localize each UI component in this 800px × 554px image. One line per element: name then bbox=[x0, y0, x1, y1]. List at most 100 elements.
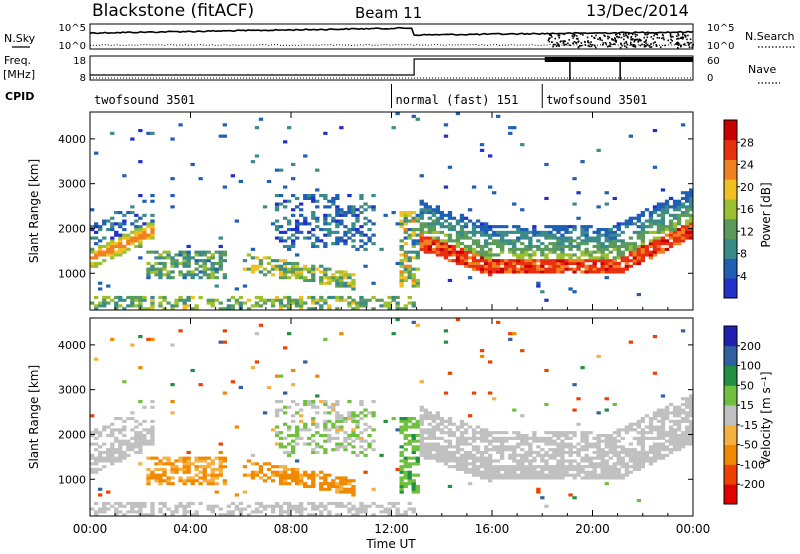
power-cell bbox=[347, 273, 352, 277]
power-cell bbox=[524, 259, 529, 263]
power-cell bbox=[556, 228, 561, 232]
colorbar-tick-label: -200 bbox=[740, 478, 765, 491]
velocity-cell bbox=[524, 470, 529, 474]
power-cell bbox=[387, 307, 392, 311]
velocity-cell bbox=[608, 467, 613, 472]
power-cell bbox=[576, 261, 581, 266]
power-cell bbox=[532, 270, 537, 274]
power-cell bbox=[652, 222, 658, 226]
velocity-cell bbox=[463, 456, 469, 460]
velocity-cell bbox=[343, 487, 348, 491]
power-cell bbox=[689, 225, 694, 229]
velocity-cell bbox=[315, 425, 320, 429]
power-cell bbox=[439, 230, 445, 234]
power-cell bbox=[672, 205, 678, 209]
velocity-cell bbox=[685, 411, 690, 415]
nsearch-dot bbox=[575, 41, 577, 44]
power-cell bbox=[604, 256, 609, 260]
power-cell bbox=[274, 295, 280, 300]
velocity-cell bbox=[560, 431, 565, 435]
power-cell bbox=[335, 222, 340, 226]
velocity-cell bbox=[552, 431, 557, 435]
power-cell bbox=[419, 211, 424, 215]
velocity-cell bbox=[399, 453, 404, 457]
power-cell bbox=[604, 264, 609, 268]
power-cell bbox=[652, 211, 658, 215]
velocity-cell bbox=[315, 442, 320, 446]
power-cell bbox=[403, 222, 408, 226]
velocity-cell bbox=[327, 487, 332, 491]
velocity-cell bbox=[520, 434, 525, 438]
velocity-cell bbox=[451, 431, 457, 435]
velocity-cell bbox=[435, 448, 441, 452]
velocity-cell bbox=[492, 459, 497, 463]
velocity-cell bbox=[447, 428, 453, 432]
velocity-cell bbox=[347, 487, 352, 491]
power-cell bbox=[568, 261, 573, 266]
nsearch-dot bbox=[620, 42, 622, 45]
power-cell bbox=[439, 225, 445, 229]
velocity-cell bbox=[648, 431, 654, 435]
velocity-cell bbox=[323, 402, 328, 407]
velocity-cell bbox=[94, 462, 99, 466]
power-cell bbox=[270, 301, 276, 305]
power-cell bbox=[484, 267, 489, 271]
power-cell bbox=[689, 199, 694, 203]
power-cell bbox=[395, 112, 400, 116]
velocity-cell bbox=[608, 434, 613, 438]
power-cell bbox=[544, 247, 549, 251]
velocity-cell bbox=[114, 436, 119, 440]
velocity-cell bbox=[218, 473, 223, 477]
velocity-cell bbox=[323, 411, 328, 415]
velocity-cell bbox=[592, 445, 597, 449]
velocity-cell bbox=[685, 434, 690, 438]
power-cell bbox=[668, 213, 674, 217]
velocity-cell bbox=[419, 419, 424, 423]
velocity-cell bbox=[303, 360, 308, 364]
power-cell bbox=[439, 242, 445, 246]
power-cell bbox=[532, 225, 537, 229]
velocity-cell bbox=[90, 462, 95, 466]
power-cell bbox=[295, 270, 300, 274]
power-cell bbox=[624, 244, 630, 249]
power-cell bbox=[484, 253, 489, 257]
power-cell bbox=[283, 304, 288, 308]
velocity-cell bbox=[130, 448, 135, 452]
velocity-cell bbox=[584, 431, 589, 435]
velocity-cell bbox=[150, 425, 155, 429]
power-cell bbox=[680, 225, 686, 229]
power-cell bbox=[616, 256, 621, 260]
velocity-cell bbox=[411, 425, 416, 429]
velocity-cell bbox=[315, 374, 320, 378]
power-cell bbox=[443, 247, 449, 251]
power-cell bbox=[351, 213, 356, 217]
velocity-cell bbox=[536, 470, 541, 474]
velocity-cell bbox=[608, 439, 613, 443]
power-cell bbox=[604, 239, 609, 243]
velocity-cell bbox=[439, 448, 445, 452]
nsearch-dot bbox=[618, 36, 621, 38]
power-cell bbox=[351, 278, 356, 283]
power-cell bbox=[488, 250, 493, 254]
velocity-cell bbox=[500, 431, 505, 435]
power-cell bbox=[564, 239, 569, 243]
velocity-cell bbox=[419, 431, 424, 435]
velocity-ylabel: Slant Range [km] bbox=[27, 365, 41, 469]
power-cell bbox=[685, 233, 690, 237]
velocity-cell bbox=[154, 456, 159, 460]
velocity-cell bbox=[560, 476, 565, 480]
velocity-cell bbox=[198, 470, 203, 474]
power-cell bbox=[588, 259, 593, 263]
power-cell bbox=[435, 242, 441, 246]
power-cell bbox=[475, 225, 481, 229]
power-cell bbox=[568, 253, 573, 257]
power-cell bbox=[90, 236, 95, 240]
velocity-cell bbox=[552, 456, 557, 460]
power-cell bbox=[580, 242, 585, 246]
nsearch-dot bbox=[680, 36, 683, 39]
velocity-cell bbox=[672, 411, 678, 415]
power-cell bbox=[106, 242, 111, 246]
velocity-cell bbox=[291, 419, 296, 423]
velocity-cell bbox=[339, 479, 344, 483]
power-cell bbox=[411, 284, 416, 288]
